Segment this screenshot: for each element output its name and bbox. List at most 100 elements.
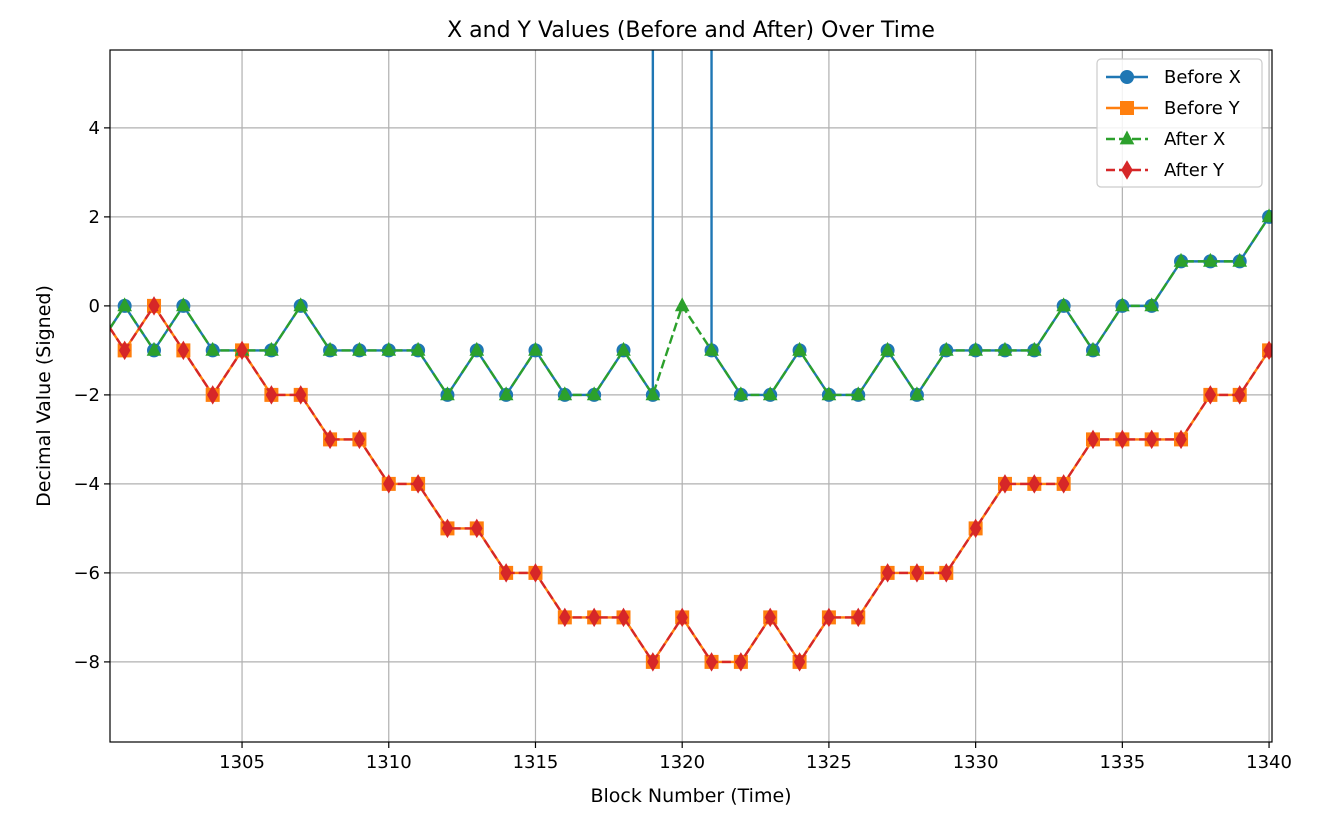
y-tick-label: 2 [89, 207, 100, 228]
data-point-after-y [999, 474, 1011, 494]
data-point-after-y [441, 518, 454, 539]
data-point-after-y [118, 340, 131, 361]
data-point-after-x [645, 386, 661, 401]
y-tick-label: 0 [89, 296, 100, 317]
data-point-after-x [440, 386, 455, 401]
chart-title: X and Y Values (Before and After) Over T… [447, 18, 935, 43]
data-point-after-y [940, 563, 953, 583]
y-tick-label: −6 [73, 563, 100, 584]
data-point-after-x [938, 341, 954, 356]
series-after-x [110, 208, 1272, 401]
series-layer [110, 50, 1272, 672]
x-tick-label: 1340 [1246, 752, 1292, 773]
legend-marker-after-x [1119, 130, 1135, 145]
data-point-after-x [528, 341, 543, 356]
data-point-after-y [353, 429, 366, 450]
data-point-after-x [1115, 297, 1130, 312]
data-point-after-y [1028, 474, 1041, 494]
data-point-after-y [705, 652, 718, 672]
data-point-after-x [1085, 341, 1101, 356]
data-point-after-y [1263, 340, 1272, 361]
data-point-after-y [1204, 385, 1217, 405]
y-tick-label: −8 [73, 652, 100, 673]
data-point-after-y [559, 607, 571, 628]
data-point-after-y [1175, 429, 1187, 450]
x-axis-label: Block Number (Time) [590, 785, 791, 807]
data-point-after-y [1116, 429, 1129, 450]
data-point-after-x [1173, 252, 1189, 267]
data-point-after-x [1261, 208, 1272, 223]
data-point-after-y [911, 563, 923, 583]
data-point-after-y [881, 563, 894, 583]
x-tick-label: 1310 [366, 752, 412, 773]
data-point-after-x [176, 297, 191, 312]
data-point-after-y [148, 296, 160, 316]
y-tick-label: 4 [89, 118, 100, 139]
data-point-after-y [852, 607, 865, 628]
data-point-after-y [382, 474, 395, 494]
data-point-after-x [586, 386, 602, 401]
data-point-after-x [1026, 341, 1042, 356]
x-tick-label: 1330 [953, 752, 999, 773]
data-point-after-x [322, 341, 338, 356]
data-point-after-x [557, 386, 573, 401]
legend-label-after-y: After Y [1164, 160, 1225, 181]
data-point-after-y [500, 563, 512, 583]
y-tick-label: −2 [73, 385, 100, 406]
data-point-after-x [352, 341, 367, 356]
data-point-after-y [471, 518, 483, 539]
data-point-after-x [264, 341, 279, 356]
data-point-after-y [588, 607, 600, 628]
data-point-after-x [997, 341, 1013, 356]
legend-marker-before-x [1120, 70, 1134, 84]
data-point-after-y [294, 385, 307, 405]
data-point-after-y [1233, 385, 1246, 405]
data-point-after-y [735, 652, 747, 672]
data-point-after-x [821, 386, 837, 401]
data-point-after-y [617, 607, 630, 628]
data-point-after-x [733, 386, 749, 401]
data-point-after-x [762, 386, 778, 401]
data-point-after-x [880, 341, 895, 356]
x-tick-label: 1305 [219, 752, 265, 773]
data-point-after-y [324, 429, 336, 450]
data-point-after-y [206, 385, 219, 405]
data-point-after-y [1145, 429, 1158, 450]
grid-lines [110, 50, 1272, 742]
data-point-after-y [764, 607, 777, 628]
data-point-after-y [1057, 474, 1070, 494]
data-point-after-x [909, 386, 925, 401]
data-point-after-x [674, 297, 690, 312]
y-tick-label: −4 [73, 474, 100, 495]
plot-frame [109, 49, 1273, 743]
data-point-after-x [205, 341, 221, 356]
legend-label-before-y: Before Y [1164, 98, 1241, 119]
data-point-after-x [117, 297, 132, 312]
data-point-after-x [381, 341, 397, 356]
x-tick-label: 1315 [513, 752, 559, 773]
x-tick-label: 1335 [1099, 752, 1145, 773]
data-point-after-y [676, 607, 688, 628]
axis-ticks: 1305 1310 1315 1320 1325 1330 1335 1340 −8 −6 −4 −2… [73, 118, 1292, 773]
data-point-after-x [293, 297, 309, 312]
data-point-after-x [469, 341, 485, 356]
x-tick-label: 1320 [659, 752, 705, 773]
legend-marker-before-y [1120, 101, 1134, 115]
data-point-after-y [647, 652, 659, 672]
data-point-after-y [236, 340, 248, 361]
data-point-after-x [1232, 252, 1248, 267]
data-point-after-y [412, 474, 424, 494]
legend-box [1096, 58, 1263, 188]
data-point-after-y [529, 563, 542, 583]
data-point-after-x [1144, 297, 1160, 312]
data-point-after-x [498, 386, 514, 401]
data-point-after-x [704, 341, 719, 356]
y-axis-label: Decimal Value (Signed) [33, 285, 55, 507]
x-tick-label: 1325 [806, 752, 852, 773]
data-point-after-y [969, 518, 982, 539]
data-point-after-x [968, 341, 983, 356]
data-point-after-y [177, 340, 190, 361]
data-point-after-y [793, 652, 806, 672]
